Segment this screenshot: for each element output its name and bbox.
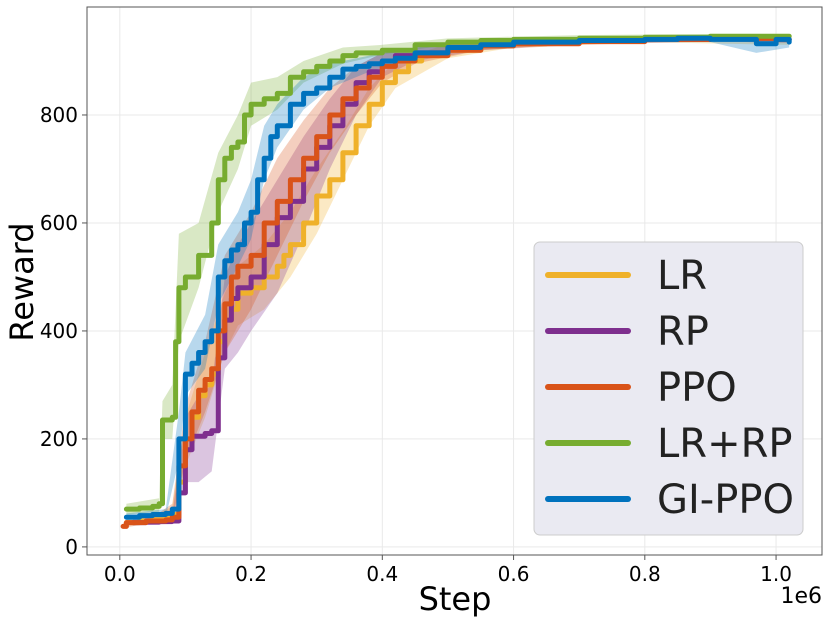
legend-label: LR+RP bbox=[657, 421, 793, 467]
x-axis-label: Step bbox=[419, 580, 492, 618]
y-tick-label: 400 bbox=[40, 319, 78, 343]
x-tick-label: 1.0 bbox=[760, 562, 792, 586]
series-lines bbox=[120, 33, 792, 529]
x-axis-offset-label: 1e6 bbox=[780, 584, 822, 609]
plot-frame bbox=[86, 6, 823, 556]
x-axis-ticks: 0.0 0.2 0.4 0.6 0.8 1.0 bbox=[104, 555, 792, 586]
x-tick-label: 0.4 bbox=[366, 562, 398, 586]
y-axis-ticks: 0 200 400 600 800 bbox=[40, 103, 87, 559]
band-rp bbox=[132, 36, 790, 526]
line-lr-rp bbox=[123, 33, 792, 512]
legend-label: RP bbox=[657, 309, 709, 355]
line-gi-ppo bbox=[123, 35, 792, 520]
band-lr bbox=[126, 35, 790, 526]
x-tick-label: 0.2 bbox=[235, 562, 267, 586]
y-tick-label: 600 bbox=[40, 211, 78, 235]
y-tick-label: 0 bbox=[65, 535, 78, 559]
legend-box bbox=[533, 241, 804, 536]
y-tick-label: 800 bbox=[40, 103, 78, 127]
y-axis-label: Reward bbox=[3, 222, 41, 341]
y-tick-label: 200 bbox=[40, 427, 78, 451]
confidence-bands bbox=[123, 33, 790, 529]
band-ppo bbox=[123, 36, 790, 529]
x-tick-label: 0.6 bbox=[498, 562, 530, 586]
legend-label: PPO bbox=[657, 365, 737, 411]
x-tick-label: 0.0 bbox=[104, 562, 136, 586]
legend: LR RP PPO LR+RP GI-PPO bbox=[533, 241, 804, 536]
legend-label: LR bbox=[657, 253, 707, 299]
x-tick-label: 0.8 bbox=[629, 562, 661, 586]
legend-label: GI-PPO bbox=[657, 477, 794, 523]
